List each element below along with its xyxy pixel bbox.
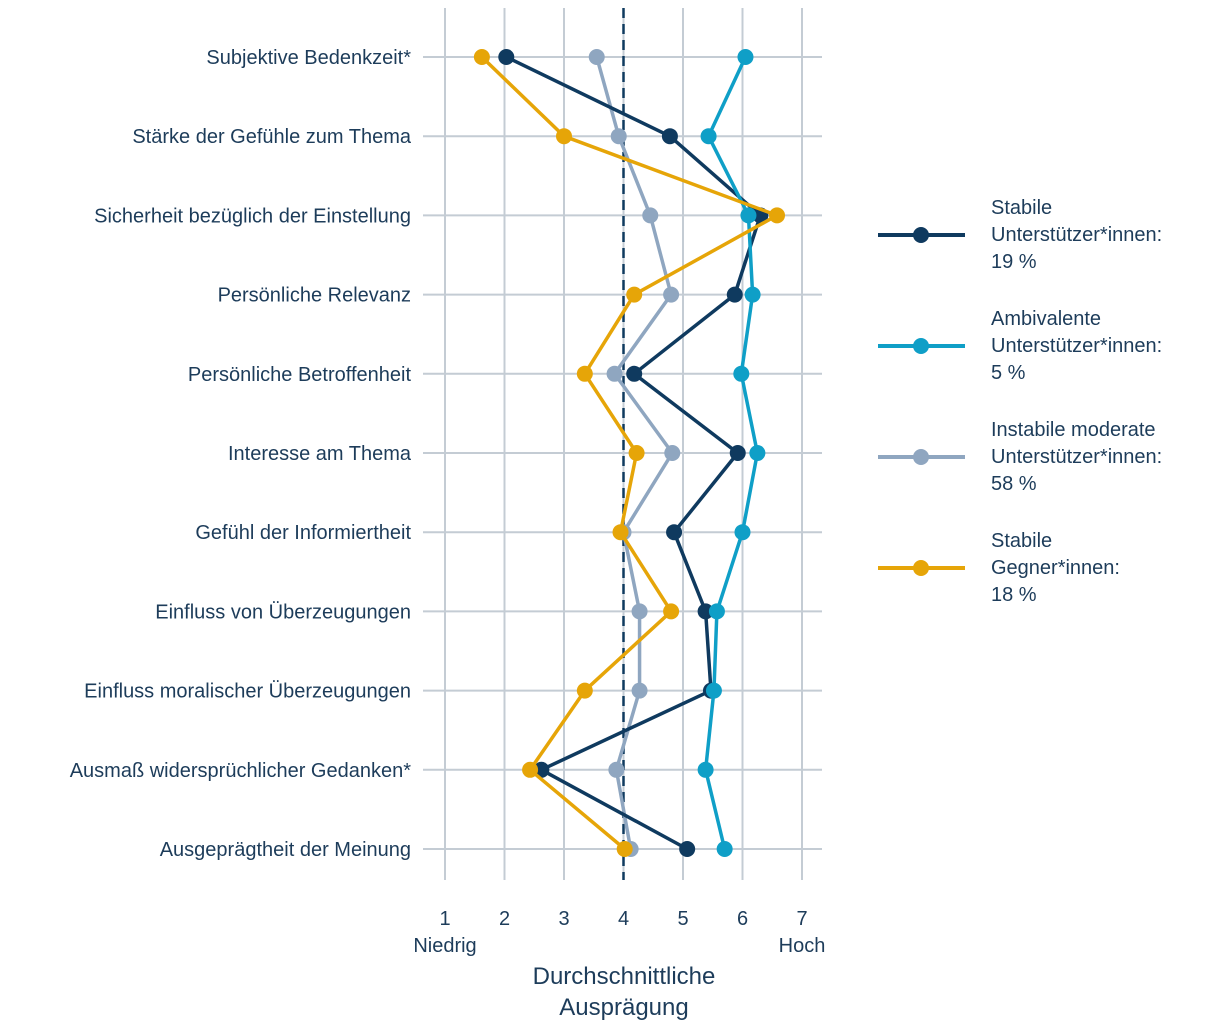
category-label: Einfluss von Überzeugungen	[155, 601, 411, 623]
data-point	[769, 207, 786, 224]
data-point	[606, 365, 623, 382]
legend-label: 19 %	[991, 251, 1037, 273]
legend-label: 58 %	[991, 473, 1037, 495]
legend-label: Gegner*innen:	[991, 557, 1120, 579]
data-point	[663, 286, 680, 303]
x-tick-label: 3	[558, 908, 569, 930]
x-high-label: Hoch	[779, 935, 826, 957]
data-point	[729, 445, 746, 461]
category-label: Ausmaß widersprüchlicher Gedanken*	[70, 760, 411, 782]
legend: Stabile Unterstützer*innen: 19 % Ambivalent…	[878, 197, 1162, 606]
data-point	[744, 286, 761, 303]
data-point	[631, 603, 648, 620]
data-point	[610, 128, 627, 145]
x-tick-label: 6	[737, 908, 748, 930]
data-point	[473, 49, 490, 65]
category-label: Sicherheit bezüglich der Einstellung	[94, 205, 411, 227]
category-label: Subjektive Bedenkzeit*	[206, 47, 411, 69]
x-low-label: Niedrig	[413, 935, 476, 957]
x-tick-label: 4	[618, 908, 629, 930]
data-point	[576, 682, 593, 699]
data-point	[663, 603, 680, 620]
data-point	[666, 524, 683, 541]
legend-label: Stabile	[991, 197, 1052, 219]
data-point	[705, 682, 722, 699]
data-point	[708, 603, 725, 620]
data-point	[631, 682, 648, 699]
data-point	[740, 207, 757, 224]
data-point	[749, 445, 766, 461]
data-point	[697, 603, 714, 620]
legend-label: Unterstützer*innen:	[991, 335, 1162, 357]
category-label: Gefühl der Informiertheit	[195, 522, 411, 544]
x-tick-label: 1	[439, 908, 450, 930]
data-point	[626, 365, 643, 382]
category-label: Einfluss moralischer Überzeugungen	[84, 681, 411, 703]
data-point	[664, 445, 681, 461]
x-tick-label: 5	[677, 908, 688, 930]
category-label: Persönliche Betroffenheit	[188, 364, 412, 386]
data-point	[697, 761, 714, 778]
series-group	[473, 49, 786, 857]
data-point	[576, 365, 593, 382]
data-point	[616, 841, 633, 857]
legend-label: Unterstützer*innen:	[991, 224, 1162, 246]
data-point	[626, 286, 643, 303]
data-point	[556, 128, 572, 145]
category-label: Stärke der Gefühle zum Thema	[132, 126, 412, 148]
data-point	[642, 207, 659, 224]
x-tick-labels: 1 2 3 4 5 6 7	[439, 908, 807, 930]
data-point	[522, 761, 539, 778]
data-point	[628, 445, 645, 461]
data-point	[498, 49, 515, 65]
x-axis-title-line1: Durchschnittliche	[533, 963, 716, 990]
data-point	[737, 49, 754, 65]
legend-marker	[913, 449, 929, 465]
category-label: Ausgeprägtheit der Meinung	[160, 839, 411, 861]
category-label: Persönliche Relevanz	[218, 285, 411, 307]
x-axis-title-line2: Ausprägung	[559, 994, 688, 1021]
data-point	[700, 128, 717, 145]
data-point	[726, 286, 743, 303]
data-point	[588, 49, 605, 65]
legend-label: Stabile	[991, 530, 1052, 552]
legend-label: Instabile moderate	[991, 419, 1156, 441]
data-point	[661, 128, 678, 145]
legend-label: Unterstützer*innen:	[991, 446, 1162, 468]
legend-label: Ambivalente	[991, 308, 1101, 330]
legend-label: 5 %	[991, 362, 1026, 384]
x-tick-label: 2	[499, 908, 510, 930]
data-point	[733, 365, 750, 382]
data-point	[716, 841, 733, 857]
legend-label: 18 %	[991, 584, 1037, 606]
data-point	[734, 524, 751, 541]
legend-marker	[913, 227, 929, 243]
data-point	[612, 524, 629, 541]
x-tick-label: 7	[796, 908, 807, 930]
data-point	[679, 841, 696, 857]
legend-marker	[913, 560, 929, 576]
data-point	[608, 761, 625, 778]
category-label: Interesse am Thema	[228, 443, 412, 465]
category-labels: Subjektive Bedenkzeit* Stärke der Gefühle…	[70, 47, 412, 861]
legend-marker	[913, 338, 929, 354]
